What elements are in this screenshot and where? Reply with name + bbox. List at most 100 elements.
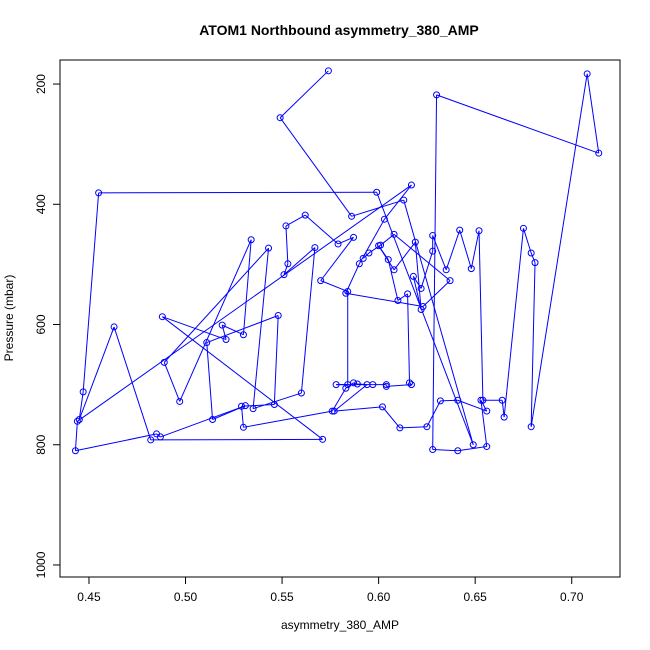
- series-segment: [285, 214, 306, 227]
- series-segment: [420, 251, 434, 289]
- data-point: [429, 446, 437, 454]
- data-point: [222, 336, 230, 344]
- data-point: [527, 423, 535, 431]
- data-point: [454, 396, 462, 404]
- series-segment: [334, 406, 383, 412]
- series-segment: [403, 199, 474, 445]
- data-point: [595, 149, 603, 157]
- series-segment: [285, 225, 289, 264]
- series-segment: [162, 316, 227, 341]
- series-segment: [283, 247, 316, 275]
- data-point: [456, 226, 464, 234]
- series-segment: [113, 326, 152, 441]
- series-segment: [412, 276, 422, 289]
- data-point: [158, 313, 166, 321]
- data-point: [583, 70, 591, 78]
- series-segment: [82, 192, 100, 392]
- series-segment: [409, 382, 412, 385]
- series-segment: [156, 433, 161, 438]
- data-point: [110, 323, 118, 331]
- data-point: [519, 224, 527, 232]
- data-point: [274, 311, 282, 319]
- data-point: [477, 396, 485, 404]
- data-point: [348, 212, 356, 220]
- x-tick-label: 0.65: [463, 590, 487, 604]
- x-tick-label: 0.55: [270, 590, 294, 604]
- series-segment: [78, 326, 115, 420]
- data-point: [239, 423, 247, 431]
- data-point: [363, 381, 371, 389]
- series-segment: [478, 230, 484, 401]
- x-axis-label: asymmetry_380_AMP: [281, 618, 399, 632]
- series-segment: [206, 315, 279, 344]
- series-segment: [358, 219, 385, 265]
- data-point: [483, 407, 491, 415]
- y-axis-label: Pressure (mbar): [2, 275, 16, 362]
- series-segment: [252, 392, 302, 410]
- data-point: [382, 382, 390, 390]
- series-segment: [78, 391, 84, 420]
- series-lines: [74, 70, 600, 452]
- data-point: [209, 415, 217, 423]
- y-axis: 200 400 600 800 1000: [34, 74, 60, 578]
- data-point: [176, 397, 184, 405]
- data-point: [317, 277, 325, 285]
- series-segment: [422, 280, 451, 307]
- series-segment: [457, 399, 487, 412]
- data-point: [378, 403, 386, 411]
- data-point: [442, 266, 450, 274]
- series-segment: [393, 233, 451, 282]
- chart-title: ATOM1 Northbound asymmetry_380_AMP: [199, 22, 479, 38]
- data-point: [328, 407, 336, 415]
- data-point: [454, 447, 462, 455]
- data-point: [404, 290, 412, 298]
- series-segment: [75, 433, 157, 452]
- data-point: [406, 379, 414, 387]
- series-segment: [252, 248, 270, 409]
- x-axis: 0.45 0.50 0.55 0.60 0.65 0.70: [77, 577, 584, 604]
- series-segment: [480, 400, 488, 412]
- series-segment: [98, 191, 377, 194]
- series-segment: [480, 400, 488, 447]
- data-point: [297, 389, 305, 397]
- series-segment: [362, 252, 370, 259]
- data-point: [203, 339, 211, 347]
- series-segment: [179, 239, 252, 402]
- data-point: [527, 249, 535, 257]
- series-segment: [243, 410, 333, 428]
- data-point: [498, 396, 506, 404]
- data-point: [384, 256, 392, 264]
- data-point: [411, 238, 419, 246]
- data-point: [301, 211, 309, 219]
- series-segment: [279, 70, 329, 119]
- data-point: [334, 240, 342, 248]
- data-point: [365, 249, 373, 257]
- y-tick-label: 1000: [34, 551, 48, 578]
- series-segment: [241, 403, 275, 407]
- series-segment: [445, 229, 461, 270]
- data-point: [282, 222, 290, 230]
- data-point: [433, 91, 441, 99]
- data-point: [475, 227, 483, 235]
- data-point: [350, 379, 358, 387]
- data-point: [95, 189, 103, 197]
- data-point: [249, 405, 257, 413]
- data-point: [342, 384, 350, 392]
- data-point: [373, 188, 381, 196]
- series-segment: [378, 245, 395, 271]
- data-point: [467, 265, 475, 273]
- series-segment: [459, 229, 472, 269]
- plot-frame: [59, 59, 621, 578]
- data-point: [483, 443, 491, 451]
- series-segment: [436, 94, 599, 154]
- series-segment: [221, 324, 227, 340]
- series-segment: [242, 239, 252, 335]
- y-tick-label: 800: [34, 434, 48, 454]
- data-point: [394, 296, 402, 304]
- series-segment: [503, 228, 524, 418]
- series-segment: [382, 406, 401, 429]
- series-segment: [432, 94, 438, 450]
- series-segment: [331, 387, 347, 412]
- series-segment: [399, 426, 427, 429]
- data-point: [409, 272, 417, 280]
